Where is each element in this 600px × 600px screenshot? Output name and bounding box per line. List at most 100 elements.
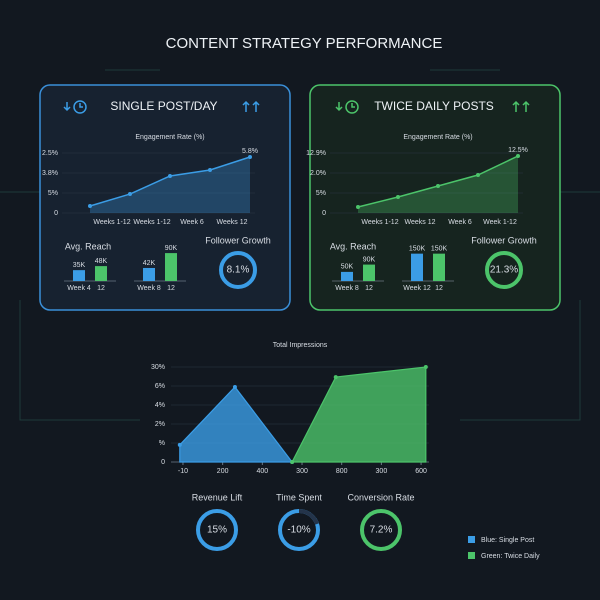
x-tick-label: 200: [217, 468, 229, 475]
panel-heading: TWICE DAILY POSTS: [374, 99, 494, 113]
chart-title: Total Impressions: [273, 342, 328, 349]
y-tick-label: 5%: [316, 190, 326, 197]
y-tick-label: 0: [322, 210, 326, 217]
y-tick-label: 2.0%: [310, 170, 326, 177]
point: [168, 174, 172, 178]
gauge-ring: [196, 509, 238, 551]
x-tick-label: Week 4: [67, 285, 91, 292]
bar: [143, 267, 155, 281]
x-tick-label: Weeks 1-12: [93, 219, 130, 226]
bar: [341, 271, 353, 281]
icons: [63, 100, 530, 114]
y-tick-label: 2%: [155, 421, 165, 428]
point: [423, 365, 428, 369]
y-tick-label: 12.9%: [306, 150, 326, 157]
x-tick-label: Week 8: [335, 285, 359, 292]
x-tick-label: 600: [415, 468, 427, 475]
value-label: 90K: [165, 245, 178, 252]
bar: [165, 253, 177, 281]
gauge-value: 7.2%: [370, 525, 393, 536]
gauge-ring: [360, 509, 402, 551]
y-tick-label: 5%: [48, 190, 58, 197]
gauge-value: -10%: [287, 525, 310, 536]
growth-value: 21.3%: [490, 265, 518, 276]
point: [516, 154, 520, 158]
bar: [73, 270, 85, 281]
x-tick-label: 12: [167, 285, 175, 292]
x-tick-label: Weeks 1-12: [133, 219, 170, 226]
value-label: 50K: [341, 264, 354, 271]
point: [396, 195, 400, 199]
legend-label: Green: Twice Daily: [481, 553, 540, 560]
growth-label: Follower Growth: [205, 235, 271, 245]
value-label: 150K: [409, 245, 426, 252]
x-tick-label: 12: [435, 285, 443, 292]
chart-title: Engagement Rate (%): [403, 134, 472, 141]
x-tick-label: 300: [376, 468, 388, 475]
annotation: 12.5%: [508, 147, 528, 154]
x-tick-label: 300: [296, 468, 308, 475]
point: [290, 460, 295, 464]
bar: [95, 266, 107, 281]
y-tick-label: 0: [161, 459, 165, 466]
bar: [411, 253, 423, 281]
gauge-label: Time Spent: [276, 492, 322, 502]
x-tick-label: 12: [97, 285, 105, 292]
x-tick-label: Week 6: [448, 219, 472, 226]
gauge-label: Revenue Lift: [192, 492, 243, 502]
x-tick-label: -10: [178, 468, 188, 475]
point: [232, 384, 237, 389]
y-tick-label: 30%: [151, 364, 165, 371]
x-tick-label: Weeks 12: [405, 219, 436, 226]
circuit-lines: [0, 69, 600, 421]
value-label: 48K: [95, 258, 108, 265]
point: [248, 155, 252, 159]
x-tick-label: Weeks 12: [217, 219, 248, 226]
x-tick-label: Week 1-12: [483, 219, 517, 226]
x-tick-label: 12: [365, 285, 373, 292]
bar: [363, 264, 375, 281]
legend-label: Blue: Single Post: [481, 537, 534, 544]
growth-value: 8.1%: [227, 265, 250, 276]
y-tick-label: %: [159, 440, 165, 447]
y-tick-label: 2.5%: [42, 150, 58, 157]
value-label: 90K: [363, 256, 376, 263]
panel: [39, 84, 291, 311]
gauge-label: Conversion Rate: [347, 492, 414, 502]
panel-heading: SINGLE POST/DAY: [110, 99, 217, 113]
point: [356, 205, 360, 209]
point: [88, 204, 92, 208]
gauge-ring: [485, 251, 523, 289]
x-tick-label: 400: [256, 468, 268, 475]
reach-label: Avg. Reach: [65, 241, 111, 251]
x-tick-label: Weeks 1-12: [361, 219, 398, 226]
annotation: 5.8%: [242, 148, 258, 155]
point: [436, 184, 440, 188]
reach-label: Avg. Reach: [330, 241, 376, 251]
point: [128, 192, 132, 196]
x-tick-label: Week 6: [180, 219, 204, 226]
x-tick-label: Week 12: [403, 285, 431, 292]
gauge-value: 15%: [207, 525, 227, 536]
point: [208, 168, 212, 172]
y-tick-label: 6%: [155, 383, 165, 390]
bar: [433, 253, 445, 281]
point: [177, 442, 182, 447]
value-label: 150K: [431, 245, 448, 252]
chart-title: Engagement Rate (%): [135, 134, 204, 141]
gauge-ring-rest: [298, 509, 319, 525]
y-tick-label: 3.8%: [42, 170, 58, 177]
value-label: 42K: [143, 260, 156, 267]
growth-label: Follower Growth: [471, 235, 537, 245]
x-tick-label: Week 8: [137, 285, 161, 292]
page-title: CONTENT STRATEGY PERFORMANCE: [166, 35, 443, 52]
gauge-ring: [219, 251, 257, 289]
legend-swatch: [468, 552, 475, 559]
legend-swatch: [468, 536, 475, 543]
y-tick-label: 4%: [155, 402, 165, 409]
point: [333, 375, 338, 380]
x-tick-label: 800: [336, 468, 348, 475]
point: [476, 173, 480, 177]
value-label: 35K: [73, 262, 86, 269]
